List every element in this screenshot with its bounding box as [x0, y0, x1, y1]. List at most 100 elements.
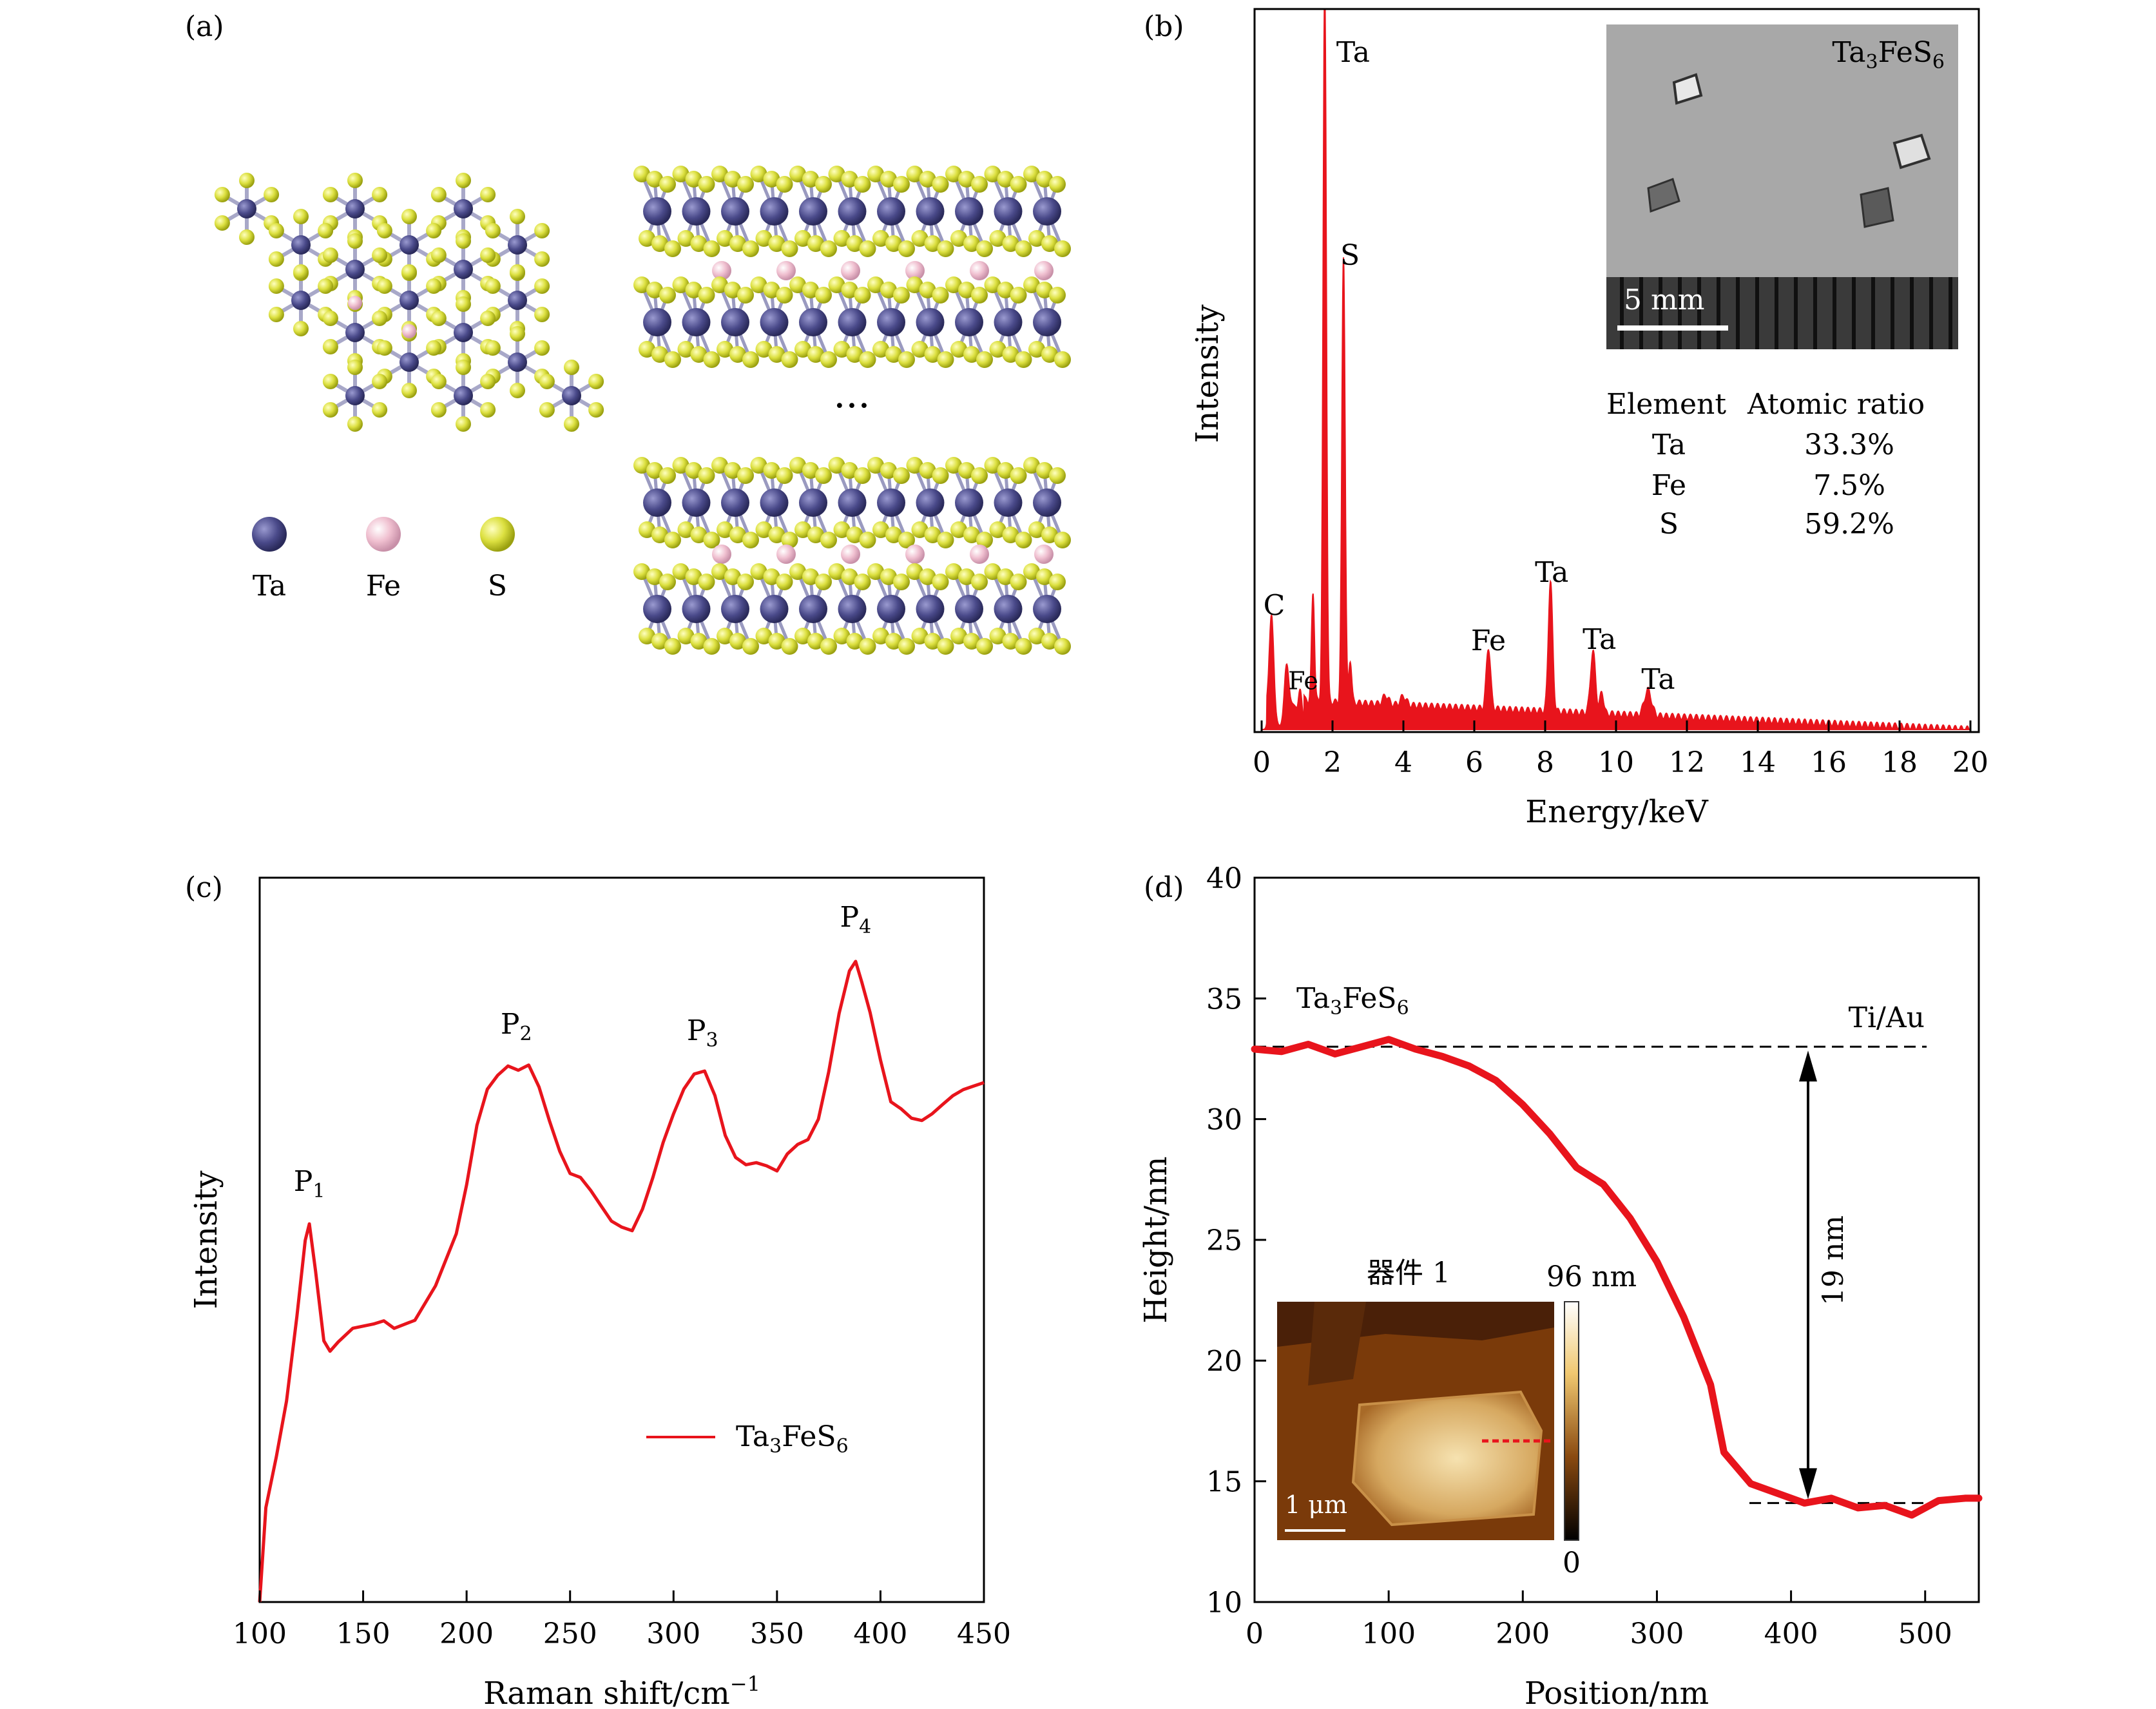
s-atom [1023, 166, 1040, 182]
s-atom [1010, 574, 1027, 590]
s-atom [729, 633, 746, 650]
s-atom [755, 628, 773, 644]
s-atom [893, 467, 910, 484]
s-atom [789, 563, 806, 580]
s-atom [742, 240, 759, 257]
s-atom [789, 457, 806, 474]
s-atom [430, 247, 447, 263]
chart-d-height-profile: 0 100 200 300 400 500 10 15 20 25 30 35 40 Position/… [1138, 862, 1983, 1709]
s-atom [510, 383, 525, 398]
s-atom [664, 532, 681, 548]
ta-atom [682, 595, 711, 623]
s-atom [833, 341, 851, 358]
s-atom [268, 251, 284, 267]
s-atom [214, 215, 230, 231]
panel-b-tag: (b) [1144, 10, 1184, 43]
s-atom [763, 568, 780, 585]
ta-atom [799, 595, 827, 623]
s-atom [690, 346, 707, 363]
s-atom [685, 462, 702, 479]
x-tick-label: 100 [1362, 1617, 1416, 1650]
ta-atom [799, 197, 827, 226]
s-atom [633, 276, 650, 293]
s-atom [755, 521, 773, 538]
s-atom [924, 633, 941, 650]
s-atom [932, 467, 949, 484]
peak-label: Ta [1535, 556, 1568, 589]
s-atom [639, 230, 655, 247]
s-atom [776, 176, 793, 193]
fe-atom [905, 261, 925, 280]
s-atom [807, 633, 824, 650]
s-atom [937, 532, 954, 548]
arrow-head-up [1799, 1050, 1817, 1082]
s-atom [1010, 287, 1027, 304]
s-atom [737, 176, 754, 193]
s-atom [729, 346, 746, 363]
s-atom [768, 526, 785, 543]
fe-atom [712, 261, 731, 280]
s-atom [372, 311, 388, 326]
s-atom [737, 467, 754, 484]
s-atom [867, 166, 884, 182]
s-atom [685, 568, 702, 585]
s-atom [815, 176, 832, 193]
ta-atom [877, 197, 905, 226]
ta-atom [916, 595, 945, 623]
s-atom [372, 247, 388, 263]
ta-atom [454, 260, 473, 279]
s-atom [911, 521, 929, 538]
s-atom [906, 457, 923, 474]
chart-c-x-ticks: 100 150 200 250 300 350 400 450 [233, 1590, 1011, 1650]
step-height-label: 19 nm [1817, 1215, 1850, 1306]
fe-atom [1034, 545, 1054, 564]
s-atom [480, 374, 496, 389]
s-atom [1015, 638, 1032, 655]
s-atom [867, 563, 884, 580]
s-atom [846, 526, 863, 543]
table-row-element: S [1659, 508, 1679, 541]
step-height-arrow [1799, 1050, 1817, 1500]
x-tick-label: 200 [1496, 1617, 1550, 1650]
s-atom [372, 374, 388, 389]
ta-atom [399, 352, 419, 372]
s-atom [1054, 638, 1071, 655]
s-atom [984, 457, 1001, 474]
s-atom [685, 171, 702, 188]
s-atom [755, 230, 773, 247]
s-atom [833, 628, 851, 644]
s-atom [924, 526, 941, 543]
tas2-layer [633, 563, 1071, 655]
s-atom [924, 235, 941, 252]
s-atom [755, 341, 773, 358]
s-atom [322, 187, 338, 202]
s-atom [1010, 176, 1027, 193]
s-atom [989, 230, 1006, 247]
s-atom [911, 341, 929, 358]
legend-s-sphere [480, 517, 515, 552]
y-tick-label: 10 [1206, 1587, 1242, 1619]
s-atom [717, 521, 733, 538]
s-atom [698, 467, 715, 484]
s-atom [1049, 176, 1066, 193]
s-atom [807, 526, 824, 543]
s-atom [376, 340, 392, 356]
legend-fe-sphere [366, 517, 401, 552]
ta-atom [643, 595, 671, 623]
s-atom [456, 233, 471, 249]
s-atom [1049, 574, 1066, 590]
s-atom [426, 223, 442, 238]
s-atom [685, 282, 702, 298]
s-atom [963, 235, 980, 252]
s-atom [794, 628, 811, 644]
ta-atoms [237, 199, 581, 405]
panel-a-tag: (a) [185, 10, 224, 43]
s-atom [1028, 628, 1045, 644]
s-atom [828, 563, 845, 580]
ta-atom [994, 595, 1023, 623]
s-atom [534, 340, 550, 356]
x-tick-label: 0 [1253, 746, 1271, 779]
s-atom [963, 633, 980, 650]
ta-atom [877, 488, 905, 517]
x-tick-label: 300 [646, 1617, 700, 1650]
